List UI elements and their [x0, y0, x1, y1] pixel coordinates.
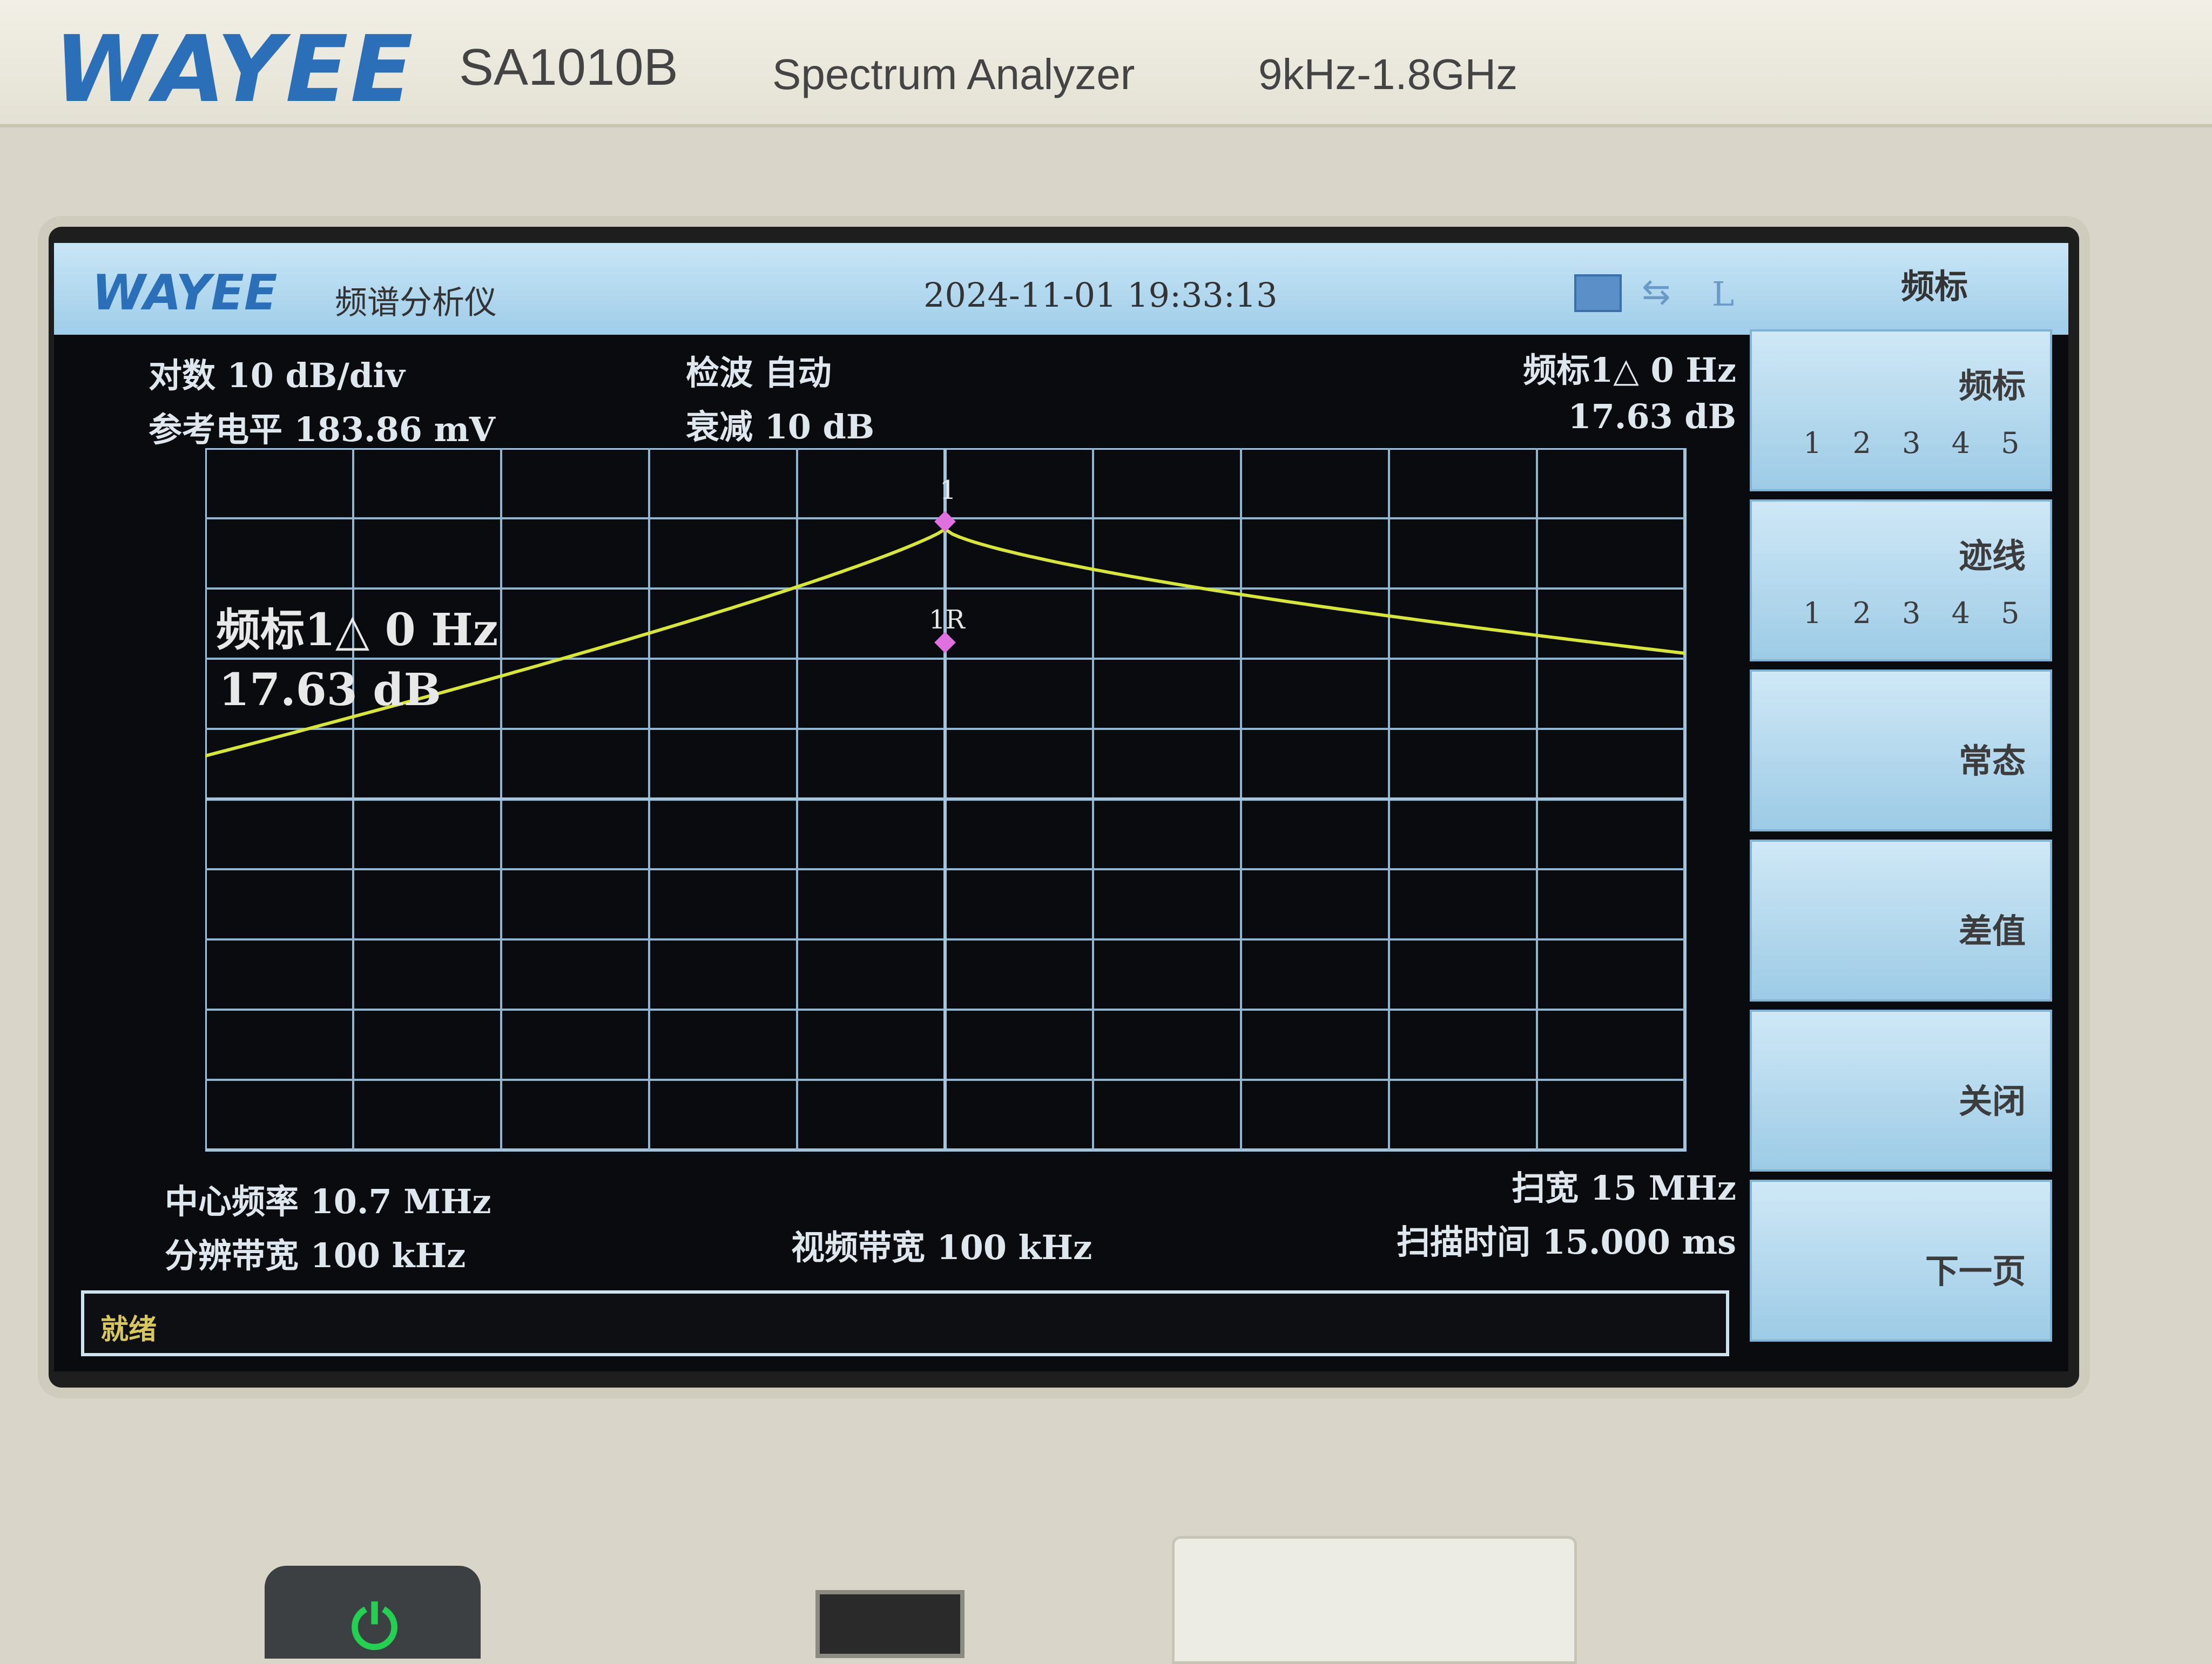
softkey-label: 下一页 [1925, 1252, 2026, 1291]
marker-1-diamond [934, 511, 956, 532]
card-slot-cover [1172, 1536, 1577, 1664]
frequency-range-label: 9kHz-1.8GHz [1258, 50, 1518, 98]
sweep-time-readout: 扫描时间 15.000 ms [1397, 1222, 1736, 1262]
softkey-marker[interactable]: 频标 1 2 3 4 5 [1750, 329, 2052, 491]
softkey-delta[interactable]: 差值 [1750, 840, 2052, 1002]
softkey-trace[interactable]: 迹线 1 2 3 4 5 [1750, 499, 2052, 661]
marker-overlay-value: 17.63 dB [219, 664, 441, 716]
screen-logo: WAYEE [92, 265, 278, 321]
softkey-next-page[interactable]: 下一页 [1750, 1180, 2052, 1342]
softkey-label: 频标 [1958, 366, 2026, 405]
marker-1r-diamond [934, 632, 956, 653]
marker-overlay-label: 频标1△ 0 Hz [216, 604, 498, 656]
softkey-label: 常态 [1958, 741, 2026, 781]
power-button[interactable]: ⏻ [265, 1566, 481, 1662]
span-readout: 扫宽 15 MHz [1512, 1168, 1736, 1208]
marker-readout: 频标1△ 0 Hz [1523, 350, 1736, 390]
center-freq-readout: 中心频率 10.7 MHz [165, 1182, 491, 1221]
marker-1-label: 1 [940, 475, 956, 505]
usb-connection-icon: ⇆ [1642, 272, 1671, 312]
softkey-menu: 频标 1 2 3 4 5 迹线 1 2 3 4 5 常态 差值 关闭 下一页 [1750, 329, 2052, 1344]
softkey-label: 关闭 [1958, 1081, 2026, 1121]
analyzer-screen: WAYEE 频谱分析仪 2024-11-01 19:33:13 ⇆ L 频标 对… [54, 243, 2068, 1371]
detector-readout: 检波 自动 [686, 353, 832, 393]
power-icon: ⏻ [351, 1593, 399, 1662]
model-label: SA1010B [459, 38, 678, 96]
softkey-label: 迹线 [1958, 536, 2026, 576]
network-icon [1574, 274, 1622, 312]
brand-logo: WAYEE [54, 16, 415, 123]
product-label: Spectrum Analyzer [772, 50, 1135, 98]
app-name: 频谱分析仪 [335, 284, 497, 322]
rbw-readout: 分辨带宽 100 kHz [165, 1236, 466, 1275]
softkey-trace-numbers: 1 2 3 4 5 [1803, 596, 2020, 630]
mode-indicator: L [1712, 274, 1735, 314]
marker-value-readout: 17.63 dB [1568, 397, 1736, 436]
datetime: 2024-11-01 19:33:13 [923, 275, 1278, 315]
marker-1r-label: 1R [929, 605, 965, 635]
menu-title: 频标 [1901, 267, 1968, 306]
softkey-normal[interactable]: 常态 [1750, 669, 2052, 831]
softkey-label: 差值 [1958, 911, 2026, 951]
softkey-marker-numbers: 1 2 3 4 5 [1803, 426, 2020, 460]
vbw-readout: 视频带宽 100 kHz [791, 1228, 1092, 1267]
spectrum-plot [205, 448, 1687, 1152]
ref-level-readout: 参考电平 183.86 mV [149, 410, 496, 449]
usb-port [815, 1590, 965, 1658]
softkey-off[interactable]: 关闭 [1750, 1010, 2052, 1172]
status-text: 就绪 [100, 1313, 157, 1346]
status-bar: 就绪 [81, 1290, 1729, 1356]
attenuation-readout: 衰减 10 dB [686, 407, 875, 447]
device-top-panel: WAYEE SA1010B Spectrum Analyzer 9kHz-1.8… [0, 0, 2212, 127]
scale-readout: 对数 10 dB/div [149, 356, 405, 395]
screen-header: WAYEE 频谱分析仪 2024-11-01 19:33:13 ⇆ L 频标 [54, 243, 2068, 335]
